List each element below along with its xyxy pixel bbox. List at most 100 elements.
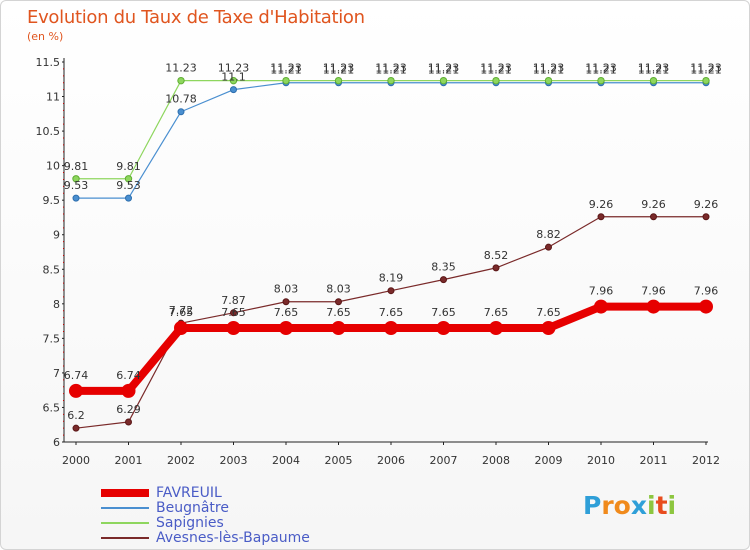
data-label: 6.74 — [116, 369, 141, 382]
data-point — [174, 321, 188, 335]
data-point — [387, 287, 395, 295]
data-label: 8.03 — [326, 283, 351, 296]
data-point — [69, 383, 83, 398]
data-point — [489, 321, 503, 335]
data-label: 7.96 — [641, 285, 666, 298]
data-label: 8.03 — [274, 283, 299, 296]
data-point — [229, 76, 238, 85]
data-label: 7.72 — [169, 304, 194, 317]
data-label: 9.26 — [589, 198, 614, 211]
data-label: 11.21 — [638, 64, 670, 77]
legend-label: Sapignies — [156, 515, 224, 531]
data-point — [72, 175, 80, 183]
data-label: 9.53 — [116, 179, 141, 192]
data-point — [594, 299, 608, 314]
data-label: 7.87 — [221, 294, 246, 307]
data-label: 7.96 — [694, 285, 719, 298]
data-point — [331, 321, 346, 335]
data-point — [387, 76, 395, 85]
data-point — [124, 175, 133, 183]
data-label: 11.1 — [221, 71, 246, 84]
data-label: 9.81 — [116, 160, 141, 173]
x-tick-label: 2007 — [430, 454, 458, 467]
y-tick-label: 6 — [53, 436, 60, 449]
x-tick-label: 2008 — [482, 454, 510, 467]
data-point — [230, 86, 237, 94]
legend-swatch — [101, 507, 149, 509]
x-tick-label: 2001 — [115, 454, 143, 467]
legend-label: Avesnes-lès-Bapaume — [156, 530, 310, 546]
data-label: 11.23 — [480, 62, 512, 75]
data-point — [177, 108, 185, 116]
y-tick-label: 7.5 — [43, 332, 61, 345]
data-label: 11.21 — [375, 64, 407, 77]
data-label: 11.21 — [533, 64, 565, 77]
data-label: 7.65 — [431, 306, 456, 319]
data-label: 8.35 — [431, 261, 456, 274]
data-label: 11.23 — [533, 62, 565, 75]
data-point — [384, 321, 398, 335]
x-tick-label: 2000 — [62, 454, 90, 467]
legend-swatch — [101, 537, 149, 539]
y-tick-label: 8.5 — [43, 263, 61, 276]
series-line-0 — [76, 302, 706, 395]
data-point — [226, 321, 241, 335]
legend-swatch — [101, 489, 149, 497]
data-point — [282, 76, 290, 85]
data-label: 11.21 — [585, 64, 617, 77]
y-tick-label: 9.5 — [43, 194, 61, 207]
legend-label: Beugnâtre — [156, 500, 229, 516]
data-label: 6.29 — [116, 403, 141, 416]
x-tick-label: 2011 — [640, 454, 668, 467]
legend-label: FAVREUIL — [156, 485, 222, 501]
x-tick-label: 2009 — [535, 454, 563, 467]
proxiti-logo: Proxiti — [583, 491, 677, 520]
chart-title: Evolution du Taux de Taxe d'Habitation — [27, 7, 365, 28]
x-tick-label: 2003 — [220, 454, 248, 467]
y-tick-label: 8 — [53, 298, 60, 311]
data-label: 11.23 — [218, 62, 250, 75]
chart-subtitle: (en %) — [27, 30, 64, 43]
data-label: 11.21 — [270, 64, 302, 77]
data-label: 11.23 — [428, 62, 460, 75]
data-label: 9.26 — [694, 198, 719, 211]
data-point — [72, 194, 80, 202]
x-tick-label: 2002 — [167, 454, 195, 467]
data-point — [230, 309, 237, 317]
data-label: 7.65 — [326, 306, 351, 319]
data-point — [646, 299, 661, 314]
data-point — [650, 213, 657, 221]
y-tick-label: 11 — [46, 91, 60, 104]
data-point — [649, 76, 658, 85]
data-point — [699, 299, 713, 314]
data-point — [121, 383, 136, 398]
legend-swatch — [101, 522, 149, 524]
data-label: 11.21 — [690, 64, 722, 77]
data-point — [702, 213, 710, 221]
data-point — [334, 76, 343, 85]
data-point — [597, 76, 605, 85]
y-tick-label: 6.5 — [43, 401, 61, 414]
data-label: 7.65 — [379, 306, 404, 319]
data-point — [544, 76, 553, 85]
x-tick-label: 2010 — [587, 454, 615, 467]
data-label: 11.21 — [323, 64, 355, 77]
x-tick-label: 2005 — [325, 454, 353, 467]
data-label: 11.23 — [375, 62, 407, 75]
data-label: 8.19 — [379, 272, 404, 285]
y-tick-label: 10.5 — [36, 125, 61, 138]
data-point — [545, 243, 552, 251]
data-point — [72, 424, 80, 432]
data-point — [436, 321, 451, 335]
data-label: 11.23 — [690, 62, 722, 75]
data-label: 8.82 — [536, 228, 561, 241]
data-label: 8.52 — [484, 249, 509, 262]
x-tick-label: 2004 — [272, 454, 300, 467]
data-label: 11.23 — [165, 62, 197, 75]
data-point — [702, 76, 710, 85]
data-point — [335, 298, 342, 306]
data-label: 10.78 — [165, 93, 197, 106]
data-label: 6.2 — [67, 409, 85, 422]
